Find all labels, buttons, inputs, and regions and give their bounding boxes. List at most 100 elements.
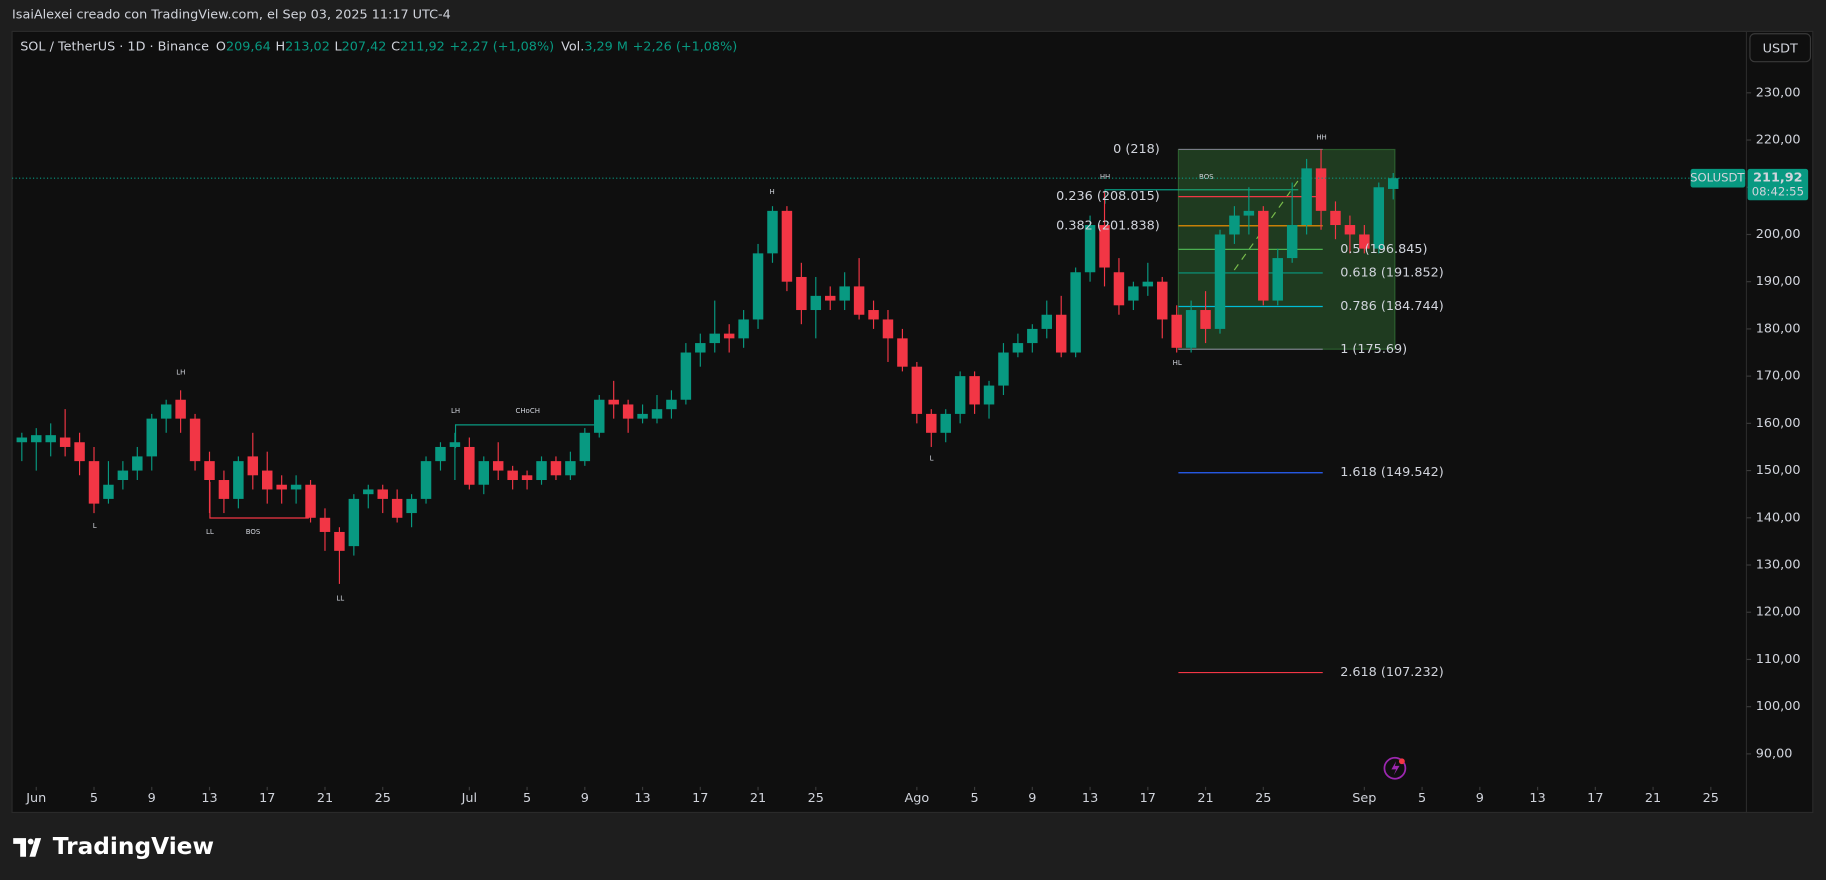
candle-body bbox=[1301, 168, 1312, 226]
candle-body bbox=[796, 276, 807, 311]
structure-label: LH bbox=[176, 368, 185, 376]
ohlc-key: O bbox=[216, 39, 226, 54]
candle-body bbox=[45, 435, 56, 443]
vol-label: Vol. bbox=[561, 39, 584, 54]
x-tick-label: 9 bbox=[148, 791, 156, 806]
candle-body bbox=[666, 399, 677, 410]
y-tick-label: 170,00 bbox=[1756, 369, 1801, 384]
candle-body bbox=[1171, 314, 1182, 348]
y-tick-label: 130,00 bbox=[1756, 558, 1801, 573]
x-tick-label: 5 bbox=[523, 791, 531, 806]
ohlc-value: 207,42 bbox=[342, 39, 387, 54]
brand: TradingView bbox=[53, 833, 214, 860]
candle-body bbox=[507, 470, 518, 481]
candle-body bbox=[1070, 272, 1081, 353]
currency[interactable]: USDT bbox=[1763, 41, 1798, 56]
x-tick-label: 9 bbox=[581, 791, 589, 806]
candle-body bbox=[492, 461, 504, 471]
ohlc-key: H bbox=[275, 39, 285, 54]
candle-body bbox=[1214, 234, 1226, 329]
x-tick-label: 25 bbox=[1703, 791, 1719, 806]
candle-body bbox=[969, 376, 980, 405]
candle-body bbox=[824, 295, 836, 301]
y-tick-label: 120,00 bbox=[1756, 605, 1801, 620]
candle-body bbox=[1200, 310, 1211, 329]
x-tick-label: Sep bbox=[1352, 791, 1376, 806]
candle-body bbox=[1084, 225, 1096, 273]
candle-body bbox=[723, 333, 735, 339]
structure-label: BOS bbox=[246, 528, 261, 536]
candle-body bbox=[59, 437, 71, 447]
ohlc-key: L bbox=[335, 39, 343, 54]
candle-body bbox=[1330, 210, 1341, 226]
x-tick-label: 5 bbox=[1418, 791, 1426, 806]
ohlc-value: 213,02 bbox=[285, 39, 330, 54]
price-tag bbox=[1747, 168, 1809, 201]
candle-body bbox=[305, 484, 316, 518]
candle-body bbox=[160, 404, 172, 419]
candle-body bbox=[1359, 234, 1370, 249]
structure-label: LL bbox=[206, 528, 214, 536]
currency-button[interactable] bbox=[1749, 33, 1812, 63]
y-tick-label: 230,00 bbox=[1756, 85, 1801, 100]
alert-icon[interactable] bbox=[1383, 756, 1407, 780]
fib-label: 0.786 (184.744) bbox=[1340, 299, 1444, 314]
candle-body bbox=[1286, 225, 1298, 259]
fib-label: 0.382 (201.838) bbox=[1056, 218, 1160, 233]
legend-line: SOL / TetherUS · 1D · Binance O209,64 H213… bbox=[20, 39, 737, 54]
x-tick-label: 25 bbox=[375, 791, 391, 806]
candle-body bbox=[911, 366, 923, 414]
ohlc-key: C bbox=[391, 39, 400, 54]
alert-dot bbox=[1398, 758, 1405, 765]
candle-body bbox=[74, 442, 85, 462]
candle-body bbox=[608, 399, 619, 405]
candle-body bbox=[1185, 310, 1197, 348]
candle-body bbox=[1041, 314, 1053, 329]
candle-body bbox=[1113, 272, 1125, 306]
last-price: 211,92 bbox=[1753, 171, 1802, 186]
y-tick-label: 180,00 bbox=[1756, 321, 1801, 336]
y-tick-label: 150,00 bbox=[1756, 463, 1801, 478]
structure-label: HH bbox=[1316, 133, 1326, 141]
ohlc-value: 209,64 bbox=[226, 39, 271, 54]
candle-body bbox=[420, 461, 432, 499]
symbol: SOL / TetherUS · 1D · Binance bbox=[20, 39, 209, 54]
candle-body bbox=[204, 461, 215, 481]
candle-body bbox=[319, 517, 331, 532]
candle-body bbox=[1157, 281, 1168, 320]
structure-label: H bbox=[770, 188, 775, 196]
candle-body bbox=[103, 484, 114, 499]
candle-body bbox=[695, 343, 706, 353]
chart-pane bbox=[11, 30, 1814, 814]
candle-body bbox=[233, 461, 244, 499]
x-tick-label: 21 bbox=[1645, 791, 1661, 806]
candle-body bbox=[1258, 210, 1269, 301]
candle-body bbox=[31, 435, 42, 443]
vol: 3,29 M bbox=[584, 39, 628, 54]
candle-body bbox=[334, 531, 345, 551]
fib-label: 0 (218) bbox=[1113, 142, 1160, 157]
candle-body bbox=[550, 461, 562, 476]
y-tick-label: 110,00 bbox=[1756, 652, 1801, 667]
candle-body bbox=[363, 489, 374, 495]
candle-body bbox=[521, 475, 533, 481]
candle-body bbox=[1272, 258, 1283, 301]
candle-body bbox=[868, 310, 879, 320]
structure-label: LH bbox=[451, 407, 460, 415]
candle-body bbox=[839, 286, 850, 301]
candle-body bbox=[954, 376, 966, 414]
y-tick-label: 160,00 bbox=[1756, 416, 1801, 431]
structure-label: LL bbox=[336, 594, 344, 602]
x-tick-label: 25 bbox=[808, 791, 824, 806]
candle-body bbox=[189, 418, 201, 462]
candle-body bbox=[1315, 168, 1327, 211]
candle-body bbox=[637, 413, 648, 419]
fib-label: 1 (175.69) bbox=[1340, 342, 1407, 357]
candle-body bbox=[579, 432, 591, 462]
x-tick-label: 13 bbox=[1082, 791, 1098, 806]
candle-body bbox=[882, 319, 894, 339]
candle-body bbox=[117, 470, 129, 481]
candle-body bbox=[16, 437, 28, 443]
choch-line bbox=[454, 424, 596, 449]
x-tick-label: 13 bbox=[634, 791, 650, 806]
